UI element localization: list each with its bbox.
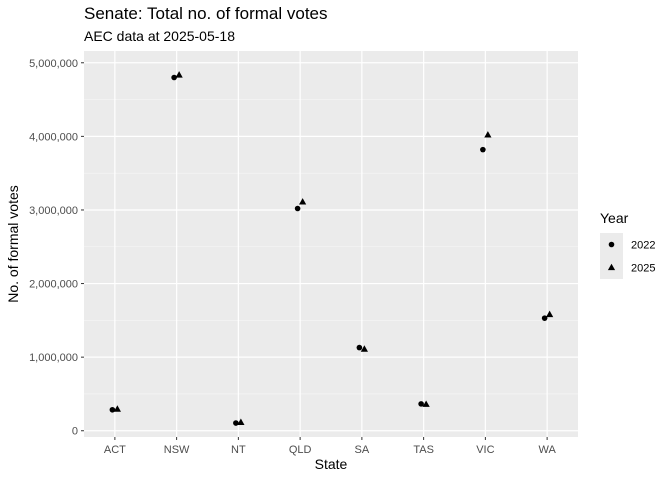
legend-title: Year — [600, 210, 629, 226]
x-tick-label: NSW — [164, 444, 190, 456]
data-point-2022-WA — [541, 315, 548, 321]
x-tick-label: VIC — [476, 444, 494, 456]
legend-label-2022: 2022 — [631, 240, 655, 252]
plot-panel — [84, 51, 578, 437]
data-points — [109, 71, 554, 426]
grid-major — [84, 51, 578, 437]
data-point-2022-NT — [233, 420, 239, 426]
legend-symbol-triangle — [607, 263, 616, 271]
y-tick-label: 0 — [72, 426, 78, 438]
data-point-2022-TAS — [418, 401, 424, 407]
chart-subtitle: AEC data at 2025-05-18 — [84, 28, 235, 44]
legend: Year 2022 2025 — [600, 210, 655, 279]
y-axis-title: No. of formal votes — [5, 185, 21, 303]
y-tick-label: 3,000,000 — [29, 205, 78, 217]
x-axis-title: State — [315, 456, 348, 472]
data-point-2025-SA — [360, 345, 368, 352]
chart-title: Senate: Total no. of formal votes — [84, 4, 328, 23]
x-tick-label: SA — [355, 444, 370, 456]
y-tick-label: 5,000,000 — [29, 58, 78, 70]
data-point-2022-SA — [356, 344, 363, 351]
x-tick-label: TAS — [413, 444, 434, 456]
y-tick-label: 4,000,000 — [29, 131, 78, 143]
x-axis: ACT NSW NT QLD SA TAS VIC WA — [104, 437, 556, 456]
x-tick-label: NT — [231, 444, 246, 456]
data-point-2025-QLD — [299, 198, 307, 205]
data-point-2025-ACT — [113, 405, 121, 412]
data-point-2022-ACT — [109, 406, 116, 413]
y-tick-label: 2,000,000 — [29, 279, 78, 291]
grid-minor — [84, 99, 578, 395]
data-point-2025-NT — [237, 418, 245, 425]
x-tick-label: QLD — [289, 444, 312, 456]
data-point-2022-QLD — [294, 205, 301, 212]
y-axis: 0 1,000,000 2,000,000 3,000,000 4,000,000 5,0… — [29, 58, 84, 438]
data-point-2025-WA — [546, 310, 554, 318]
data-point-2025-NSW — [175, 71, 183, 78]
data-point-2022-NSW — [171, 74, 177, 81]
y-tick-label: 1,000,000 — [29, 352, 78, 364]
legend-label-2025: 2025 — [631, 263, 655, 275]
x-tick-label: WA — [538, 444, 556, 456]
data-point-2025-VIC — [484, 131, 492, 138]
legend-symbol-circle — [608, 241, 615, 248]
x-tick-label: ACT — [104, 444, 126, 456]
data-point-2025-TAS — [422, 400, 430, 407]
data-point-2022-VIC — [480, 146, 486, 153]
